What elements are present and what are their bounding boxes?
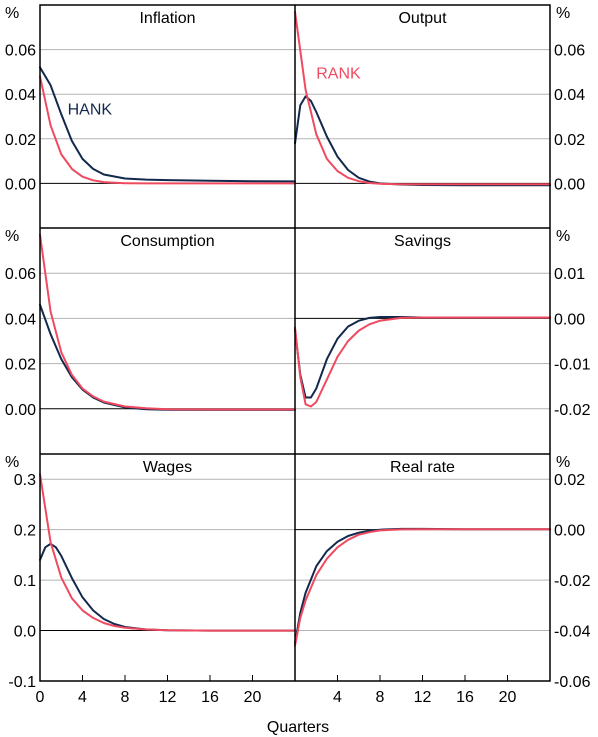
- x-tick-label: 12: [414, 689, 432, 706]
- series-line-rank-inflation: [39, 75, 296, 185]
- figure-frame: [39, 4, 551, 682]
- x-tick-label: 16: [456, 689, 474, 706]
- y-tick-label: 0.2: [14, 523, 36, 540]
- series-line-rank-savings: [294, 316, 551, 408]
- x-tick-label: 12: [159, 689, 177, 706]
- y-tick-label: 0.06: [5, 43, 36, 60]
- unit-label: %: [5, 228, 19, 245]
- y-tick-label: 0.1: [14, 573, 36, 590]
- y-tick-label: 0.00: [5, 176, 36, 193]
- x-tick-label: 4: [78, 689, 87, 706]
- y-tick-label: 0.0: [14, 624, 36, 641]
- series-line-rank-output: [294, 10, 551, 186]
- y-tick-label: 0.02: [5, 132, 36, 149]
- y-tick-label: 0.02: [554, 132, 585, 149]
- series-line-hank-consumption: [39, 303, 296, 411]
- panel-title: Output: [398, 10, 447, 27]
- unit-label: %: [556, 228, 570, 245]
- panel-title: Savings: [394, 233, 451, 250]
- x-tick-label: 16: [201, 689, 219, 706]
- series-line-hank-savings: [294, 316, 551, 399]
- y-tick-label: 0.00: [5, 402, 36, 419]
- x-axis-label: Quarters: [267, 719, 329, 736]
- panels-layer: 0.000.020.040.06% InflationHANK0.000.020.…: [5, 5, 591, 706]
- y-tick-label: -0.02: [554, 402, 591, 419]
- series-label-hank: HANK: [68, 101, 113, 118]
- y-tick-label: 0.3: [14, 472, 36, 489]
- y-tick-label: 0.00: [554, 176, 585, 193]
- y-tick-label: -0.01: [554, 357, 591, 374]
- panel-output: 0.00 0.02 0.04 0.06% Output RANK: [294, 5, 585, 193]
- x-tick-label: 4: [333, 689, 342, 706]
- panel-title: Wages: [143, 459, 192, 476]
- y-tick-label: 0.04: [554, 87, 585, 104]
- y-tick-label: 0.02: [554, 472, 585, 489]
- y-tick-label: -0.06: [554, 674, 591, 691]
- x-tick-label: 20: [244, 689, 262, 706]
- panel-title: Consumption: [120, 233, 214, 250]
- unit-label: %: [556, 454, 570, 471]
- series-line-hank-wages: [39, 542, 296, 632]
- y-tick-label: 0.06: [554, 43, 585, 60]
- y-tick-label: 0.02: [5, 357, 36, 374]
- panel-title: Real rate: [390, 459, 455, 476]
- series-line-rank-consumption: [39, 233, 296, 411]
- panel-title: Inflation: [139, 10, 195, 27]
- y-tick-label: 0.04: [5, 87, 36, 104]
- y-tick-label: 0.00: [554, 311, 585, 328]
- panel-wages: -0.1 0.0 0.1 0.2 0.3% Wages 0 4 8 12 16 20: [5, 454, 296, 706]
- y-tick-label: 0.00: [554, 523, 585, 540]
- y-tick-label: 0.04: [5, 311, 36, 328]
- y-tick-label: 0.06: [5, 266, 36, 283]
- panel-savings: -0.02 -0.01 0.00 0.01% Savings: [294, 228, 591, 419]
- series-line-rank-wages: [39, 473, 296, 632]
- y-tick-label: -0.02: [554, 573, 591, 590]
- x-tick-label: 20: [499, 689, 517, 706]
- series-label-rank: RANK: [316, 66, 361, 83]
- y-tick-label: -0.1: [8, 674, 36, 691]
- series-line-hank-inflation: [39, 66, 296, 183]
- x-tick-label: 8: [376, 689, 385, 706]
- unit-label: %: [5, 5, 19, 22]
- series-line-hank-output: [294, 95, 551, 187]
- unit-label: %: [5, 454, 19, 471]
- x-tick-label: 0: [36, 689, 45, 706]
- series-line-hank-real-rate: [294, 527, 551, 645]
- panel-inflation: 0.00 0.02 0.04 0.06% Inflation HANK: [5, 5, 296, 193]
- x-tick-label: 8: [121, 689, 130, 706]
- y-tick-label: 0.01: [554, 266, 585, 283]
- panel-consumption: 0.00 0.02 0.04 0.06% Consumption: [5, 228, 296, 419]
- y-tick-label: -0.04: [554, 624, 591, 641]
- panel-real-rate: -0.06 -0.04 -0.02 0.00 0.02% Real rate 4 8 12 16 2…: [294, 454, 591, 706]
- series-line-rank-real-rate: [294, 528, 551, 647]
- unit-label: %: [556, 5, 570, 22]
